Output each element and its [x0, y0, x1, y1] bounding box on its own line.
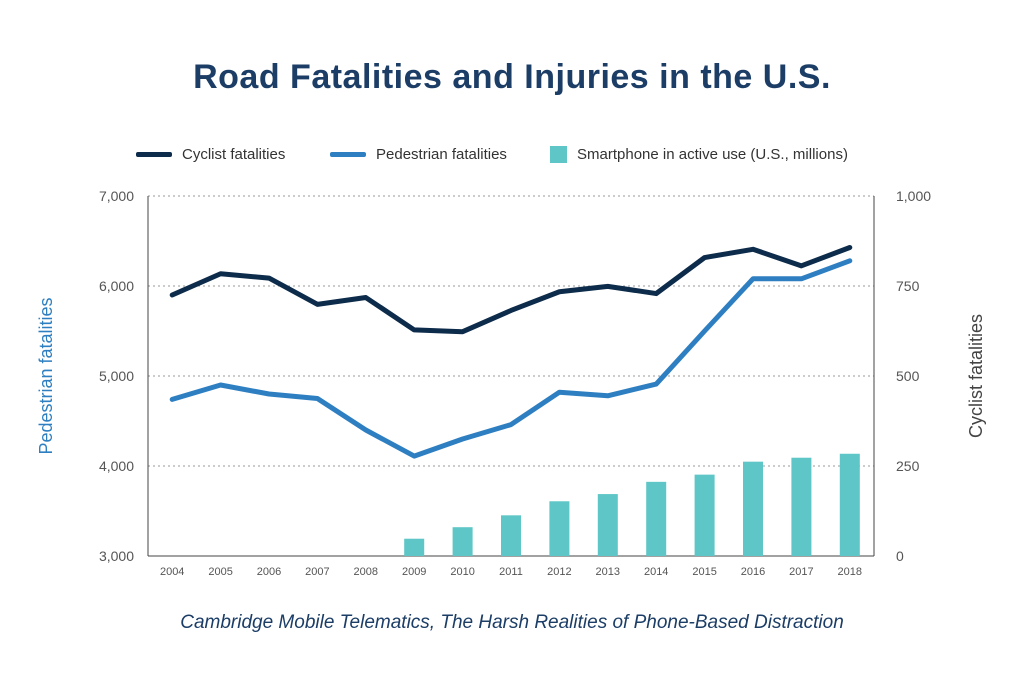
- legend-label-cyclist: Cyclist fatalities: [182, 146, 286, 163]
- bar-smartphone: [839, 453, 860, 556]
- legend-item-cyclist: Cyclist fatalities: [136, 146, 285, 163]
- line-pedestrian: [169, 258, 853, 459]
- bar-smartphone: [452, 527, 473, 556]
- x-tick-label: 2005: [208, 566, 232, 578]
- bar-smartphone: [694, 474, 715, 556]
- legend-item-pedestrian: Pedestrian fatalities: [330, 146, 507, 163]
- y-axis-title-right: Cyclist fatalities: [966, 314, 986, 438]
- x-tick-label: 2008: [354, 566, 378, 578]
- x-tick-label: 2013: [596, 566, 620, 578]
- bar-smartphone: [597, 494, 618, 556]
- y-tick-right: 0: [896, 548, 904, 564]
- legend-swatch-pedestrian: [330, 152, 366, 157]
- chart-legend: Cyclist fatalities Pedestrian fatalities…: [0, 146, 1024, 170]
- bar-smartphone: [646, 481, 667, 556]
- x-tick-label: 2004: [160, 566, 184, 578]
- bar-smartphone: [549, 501, 570, 556]
- bar-smartphone: [501, 515, 521, 556]
- legend-label-smartphone: Smartphone in active use (U.S., millions…: [577, 146, 848, 163]
- x-tick-label: 2015: [692, 566, 716, 578]
- chart-source: Cambridge Mobile Telematics, The Harsh R…: [180, 612, 844, 633]
- x-tick-label: 2007: [305, 566, 329, 578]
- x-tick-label: 2014: [644, 566, 668, 578]
- y-tick-right: 1,000: [896, 188, 931, 204]
- bar-smartphone: [791, 457, 812, 556]
- legend-swatch-smartphone: [550, 146, 567, 163]
- chart-title: Road Fatalities and Injuries in the U.S.: [193, 58, 831, 96]
- x-tick-label: 2016: [741, 566, 765, 578]
- y-tick-right: 500: [896, 368, 920, 384]
- bar-smartphone: [404, 538, 425, 556]
- x-tick-label: 2006: [257, 566, 281, 578]
- x-tick-label: 2011: [499, 566, 523, 578]
- y-tick-left: 3,000: [99, 548, 134, 564]
- y-tick-left: 6,000: [99, 278, 134, 294]
- line-cyclist: [169, 244, 853, 335]
- legend-label-pedestrian: Pedestrian fatalities: [376, 146, 507, 163]
- x-tick-label: 2017: [789, 566, 813, 578]
- y-tick-left: 5,000: [99, 368, 134, 384]
- bar-smartphone: [743, 461, 763, 556]
- x-tick-label: 2009: [402, 566, 426, 578]
- x-tick-label: 2010: [450, 566, 474, 578]
- y-tick-left: 7,000: [99, 188, 134, 204]
- y-tick-right: 250: [896, 458, 920, 474]
- x-tick-label: 2018: [838, 566, 862, 578]
- legend-item-smartphone: Smartphone in active use (U.S., millions…: [550, 146, 848, 163]
- y-tick-left: 4,000: [99, 458, 134, 474]
- y-axis-title-left: Pedestrian fatalities: [36, 297, 56, 454]
- y-tick-right: 750: [896, 278, 920, 294]
- legend-swatch-cyclist: [136, 152, 172, 157]
- x-tick-label: 2012: [547, 566, 571, 578]
